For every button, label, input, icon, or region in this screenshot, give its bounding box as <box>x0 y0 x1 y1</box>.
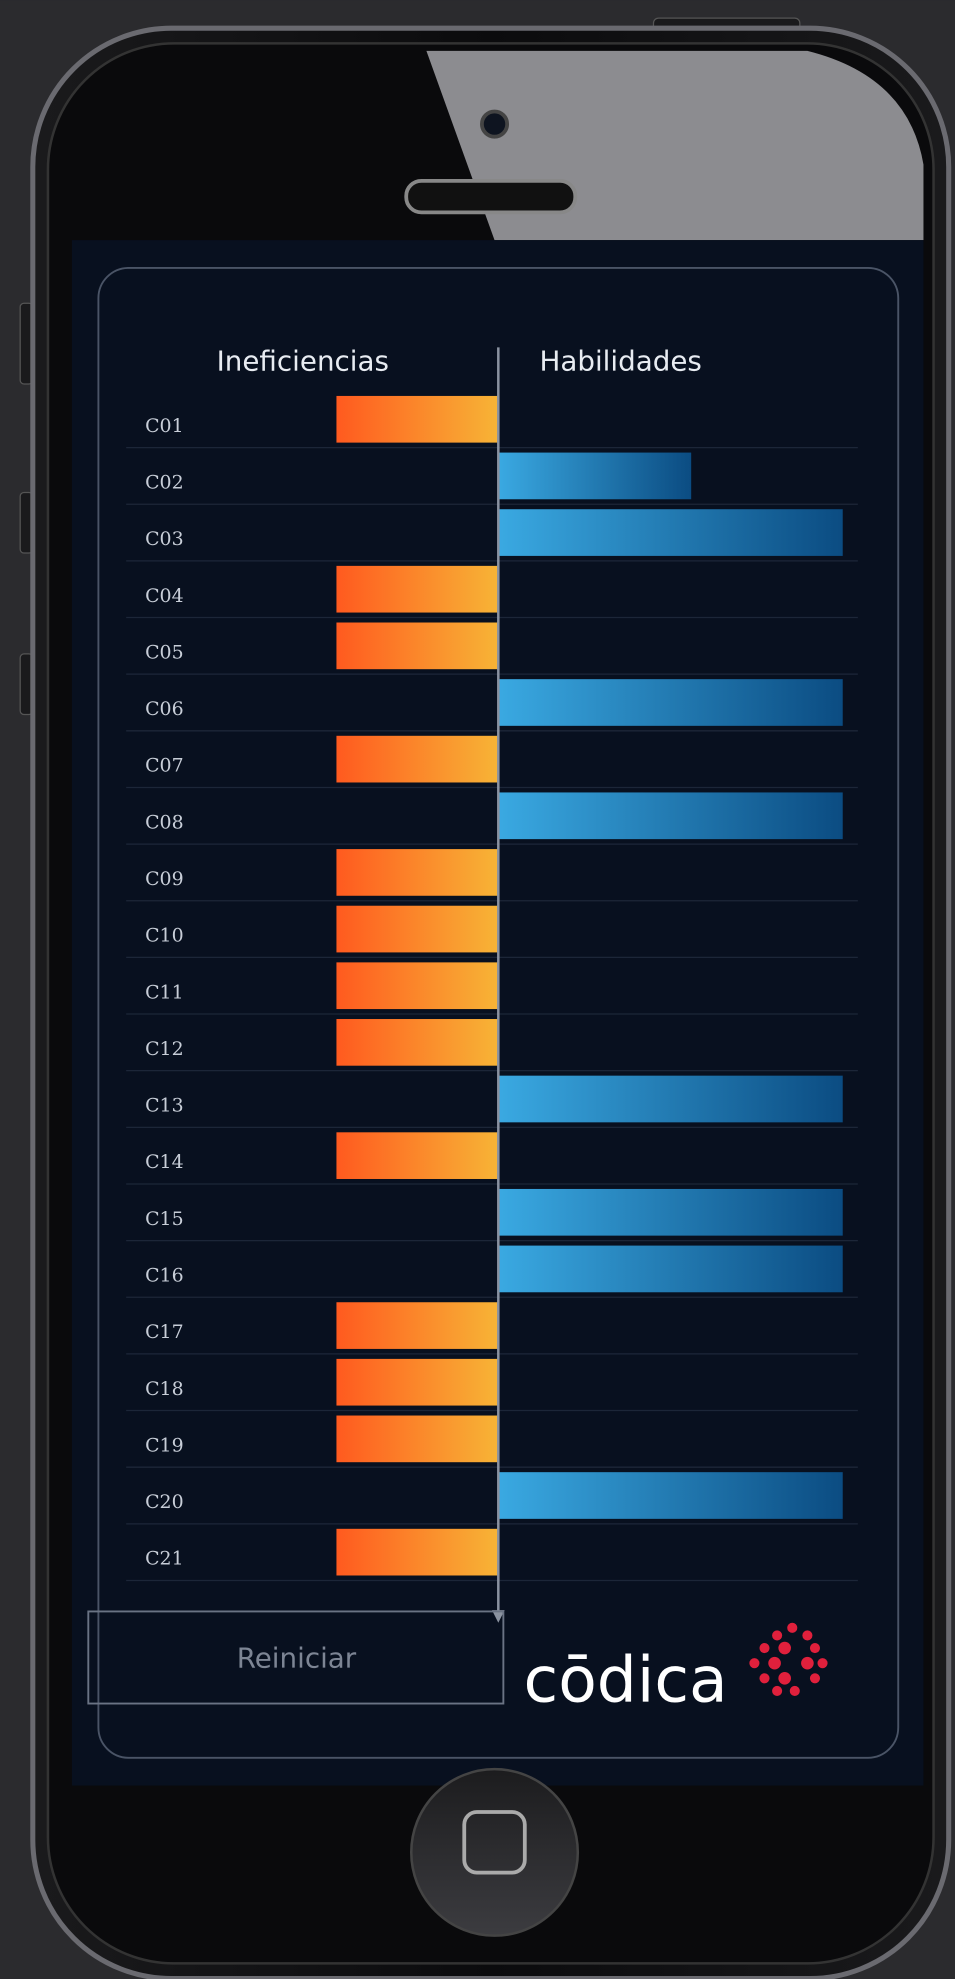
bar <box>498 679 842 726</box>
bar <box>336 1132 498 1179</box>
series-header: Ineficiencias <box>217 345 389 378</box>
reset-label: Reiniciar <box>237 1641 357 1674</box>
category-label: C07 <box>145 755 184 777</box>
bar <box>498 1472 842 1519</box>
category-label: C21 <box>145 1548 184 1570</box>
home-button[interactable] <box>411 1769 578 1936</box>
category-label: C15 <box>145 1208 184 1230</box>
category-label: C05 <box>145 641 184 663</box>
bar <box>336 849 498 896</box>
bar <box>498 1076 842 1123</box>
category-label: C06 <box>145 698 184 720</box>
phone-screenshot: Ineficiencias Habilidades C01 C02 C03 C04 C05 C… <box>0 0 955 1979</box>
category-label: C20 <box>145 1491 184 1513</box>
bar <box>498 792 842 839</box>
bar <box>336 962 498 1009</box>
category-label: C12 <box>145 1038 184 1060</box>
category-label: C10 <box>145 925 184 947</box>
category-label: C14 <box>145 1151 184 1173</box>
page: Ineficiencias Habilidades C01 C02 C03 C04 C05 C… <box>0 0 955 1979</box>
bar <box>336 736 498 783</box>
bar <box>498 509 842 556</box>
category-label: C02 <box>145 471 184 493</box>
bar <box>336 1416 498 1463</box>
category-label: C03 <box>145 528 184 550</box>
bar <box>336 1302 498 1349</box>
category-label: C13 <box>145 1095 184 1117</box>
category-label: C19 <box>145 1434 184 1456</box>
category-label: C16 <box>145 1265 184 1287</box>
category-label: C01 <box>145 415 184 437</box>
bar <box>498 1189 842 1236</box>
category-label: C09 <box>145 868 184 890</box>
category-label: C17 <box>145 1321 184 1343</box>
camera <box>482 111 507 136</box>
bar <box>498 1246 842 1293</box>
category-label: C18 <box>145 1378 184 1400</box>
bar <box>498 453 691 500</box>
bar <box>336 623 498 670</box>
category-label: C11 <box>145 981 184 1003</box>
category-label: C08 <box>145 811 184 833</box>
logo-text: cōdica <box>524 1643 728 1717</box>
speaker <box>406 181 575 213</box>
bar <box>336 906 498 953</box>
bar <box>336 396 498 443</box>
bar <box>336 566 498 613</box>
series-header: Habilidades <box>539 345 701 378</box>
category-label: C04 <box>145 585 184 607</box>
bar <box>336 1359 498 1406</box>
bar <box>336 1529 498 1576</box>
bar <box>336 1019 498 1066</box>
